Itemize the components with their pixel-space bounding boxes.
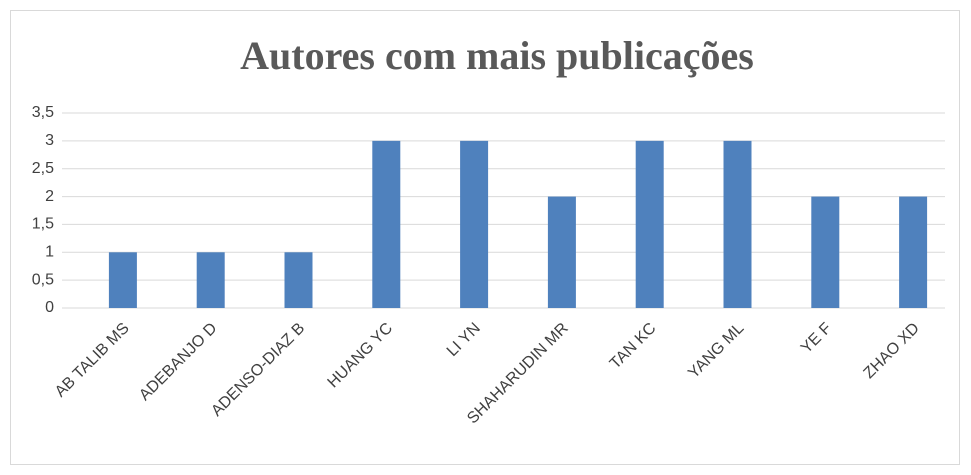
- bar: [196, 252, 225, 308]
- y-tick-label: 0,5: [32, 271, 54, 288]
- y-tick-label: 3,5: [32, 104, 54, 121]
- chart-title: Autores com mais publicações: [240, 33, 754, 78]
- y-tick-label: 1: [45, 244, 54, 261]
- y-tick-label: 2: [45, 188, 54, 205]
- y-tick-label: 3: [45, 132, 54, 149]
- bar: [108, 252, 137, 308]
- bar: [811, 196, 840, 308]
- y-tick-label: 0: [45, 299, 54, 316]
- bar: [284, 252, 313, 308]
- bar: [723, 140, 752, 308]
- bar: [899, 196, 928, 308]
- y-tick-label: 2,5: [32, 160, 54, 177]
- bar: [372, 140, 401, 308]
- bar: [460, 140, 489, 308]
- bar: [547, 196, 576, 308]
- bar: [635, 140, 664, 308]
- y-tick-label: 1,5: [32, 216, 54, 233]
